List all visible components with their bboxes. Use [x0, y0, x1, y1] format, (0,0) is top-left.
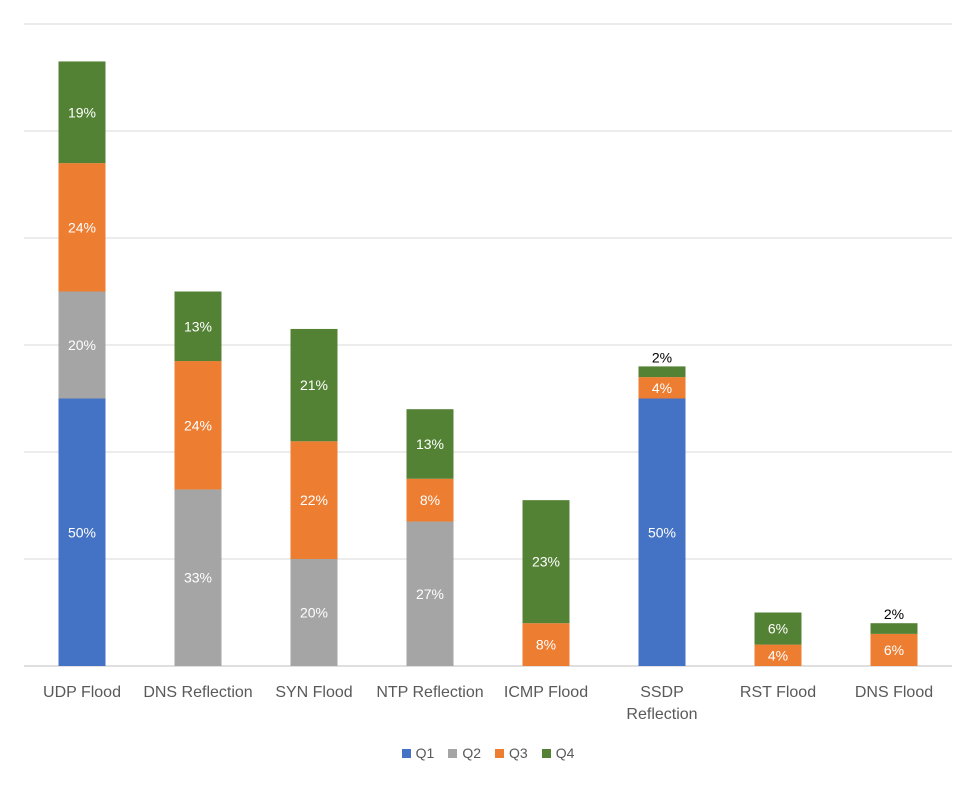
legend-label: Q3: [509, 745, 528, 761]
data-label: 8%: [420, 492, 440, 508]
category-labels: UDP Flood DNS Reflection SYN Flood NTP Refl…: [43, 684, 933, 723]
bar-q2: [174, 489, 222, 666]
legend-item-q3: Q3: [495, 745, 528, 761]
data-label: 19%: [68, 104, 96, 120]
data-label: 24%: [184, 417, 212, 433]
category-label: RST Flood: [740, 684, 816, 701]
category-label: SSDP Reflection: [626, 684, 697, 723]
legend-item-q2: Q2: [448, 745, 481, 761]
bar-q3: [754, 644, 802, 666]
data-label: 4%: [652, 380, 672, 396]
data-label: 21%: [300, 377, 328, 393]
bar-q3: [406, 478, 454, 522]
bar-q4: [406, 409, 454, 479]
data-label: 4%: [768, 647, 788, 663]
data-label: 6%: [768, 621, 788, 637]
gridlines: [24, 23, 952, 667]
category-label: SYN Flood: [275, 684, 352, 701]
legend-swatch: [541, 749, 551, 758]
legend-item-q4: Q4: [541, 745, 575, 761]
data-label: 2%: [652, 349, 672, 365]
data-label: 50%: [68, 524, 96, 540]
data-label: 20%: [68, 337, 96, 353]
data-label: 22%: [300, 492, 328, 508]
bar-q1: [638, 398, 686, 666]
bar-q3: [58, 163, 106, 292]
legend: Q1 Q2 Q3 Q4: [0, 745, 976, 761]
bar-q3: [522, 623, 570, 666]
bar-q2: [58, 291, 106, 399]
data-label: 8%: [536, 637, 556, 653]
legend-item-q1: Q1: [401, 745, 435, 761]
bar-q3: [174, 361, 222, 490]
category-label: UDP Flood: [43, 684, 121, 701]
bar-q4: [522, 500, 570, 624]
category-label: ICMP Flood: [504, 684, 588, 701]
data-label: 50%: [648, 524, 676, 540]
bar-q1: [58, 398, 106, 666]
legend-swatch: [495, 749, 504, 758]
bar-q4: [754, 612, 802, 645]
data-label: 6%: [884, 642, 904, 658]
data-label: 13%: [416, 436, 444, 452]
legend-swatch: [401, 749, 411, 758]
data-label: 24%: [68, 219, 96, 235]
bar-q4: [638, 366, 686, 378]
data-label: 13%: [184, 318, 212, 334]
data-label: 2%: [884, 606, 904, 622]
data-label: 23%: [532, 554, 560, 570]
legend-label: Q4: [555, 745, 575, 761]
category-label: DNS Flood: [855, 684, 933, 701]
bar-q4: [870, 623, 918, 634]
bar-q4: [290, 328, 338, 442]
data-labels: 50% 20% 24% 19% 33% 24% 13% 20% 22% 21% 27% 8% 13% 8%…: [68, 104, 904, 663]
bar-q3: [290, 441, 338, 559]
bar-q4: [174, 291, 222, 362]
legend-label: Q1: [415, 745, 435, 761]
bar-q2: [290, 559, 338, 666]
data-label: 33%: [184, 570, 212, 586]
legend-label: Q2: [462, 745, 481, 761]
data-label: 20%: [300, 605, 328, 621]
bar-q3: [870, 633, 918, 666]
bar-q3: [638, 377, 686, 399]
bar-q4: [58, 61, 106, 164]
data-label: 27%: [416, 586, 444, 602]
category-label: DNS Reflection: [143, 684, 252, 701]
stacked-bar-chart: 50% 20% 24% 19% 33% 24% 13% 20% 22% 21% 27% 8% 13% 8%…: [24, 23, 952, 723]
legend-swatch: [448, 749, 458, 758]
bar-series: [58, 61, 918, 666]
bar-q2: [406, 521, 454, 666]
category-label: NTP Reflection: [376, 684, 483, 701]
